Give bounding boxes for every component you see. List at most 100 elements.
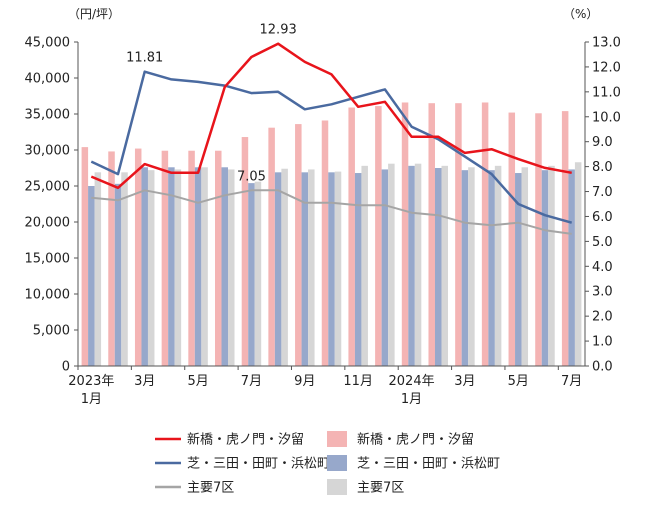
bar-s2-0	[94, 172, 102, 366]
right-tick-label: 2.0	[592, 310, 613, 325]
bar-s1-7	[274, 172, 282, 366]
bar-s0-11	[375, 106, 382, 366]
bar-s1-0	[88, 186, 95, 366]
x-tick-label: 2023年	[68, 374, 114, 389]
legend-swatch-bar	[327, 455, 347, 471]
bar-s1-13	[434, 168, 442, 366]
bar-s2-17	[548, 165, 555, 366]
legend-label: 芝・三田・田町・浜松町	[187, 456, 330, 472]
right-tick-label: 10.0	[592, 110, 621, 125]
legend-swatch-bar	[327, 431, 347, 447]
bar-s1-16	[515, 173, 522, 366]
bar-s2-3	[174, 169, 182, 366]
bar-s0-14	[455, 103, 462, 366]
bar-s0-16	[508, 112, 516, 366]
annotation-label-0: 11.81	[126, 51, 163, 66]
right-tick-label: 7.0	[592, 185, 613, 200]
bar-s2-18	[574, 162, 582, 366]
left-tick-label: 15,000	[25, 252, 71, 267]
left-tick-label: 10,000	[25, 288, 71, 303]
bar-s2-11	[388, 163, 395, 366]
bar-s0-3	[161, 150, 169, 366]
bar-s1-11	[381, 169, 389, 366]
right-axis-unit: （%）	[563, 7, 598, 21]
right-tick-label: 3.0	[592, 285, 613, 300]
bar-s2-6	[254, 181, 262, 366]
line-series-1	[90, 70, 573, 224]
right-tick-label: 9.0	[592, 135, 613, 150]
bar-s0-13	[428, 103, 435, 366]
bar-s1-3	[168, 167, 175, 366]
lines-layer	[90, 42, 573, 235]
legend: 新橋・虎ノ門・汐留 新橋・虎ノ門・汐留芝・三田・田町・浜松町 芝・三田・田町・浜松町…	[155, 431, 500, 496]
bar-s0-7	[268, 127, 275, 367]
left-tick-label: 20,000	[25, 216, 71, 231]
bar-s0-8	[295, 124, 302, 366]
x-tick-label: 11月	[343, 374, 373, 389]
bar-s1-12	[408, 165, 415, 366]
bar-s1-17	[541, 170, 549, 366]
bar-s0-2	[134, 148, 142, 366]
bar-s0-5	[215, 150, 222, 366]
bar-s0-9	[321, 120, 329, 366]
bar-s2-2	[147, 170, 155, 366]
x-tick-label: 3月	[134, 374, 155, 389]
legend-label: 主要7区	[187, 481, 234, 496]
right-tick-label: 1.0	[592, 335, 613, 350]
right-tick-label: 13.0	[592, 36, 621, 51]
line-series-2	[91, 189, 572, 235]
left-tick-label: 25,000	[25, 180, 71, 195]
bar-s0-17	[535, 113, 542, 366]
axes-layer: 0 5,000 10,000 15,000 20,000 25,000 30,000 35,0…	[25, 36, 621, 408]
annotation-label-2: 7.05	[237, 169, 266, 184]
bar-s2-4	[201, 167, 208, 366]
x-tick-label-line2: 1月	[401, 392, 422, 407]
left-tick-label: 35,000	[25, 108, 71, 123]
right-tick-label: 12.0	[592, 60, 621, 75]
right-tick-label: 0.0	[592, 360, 613, 375]
right-tick-label: 8.0	[592, 160, 613, 175]
x-tick-label: 5月	[187, 374, 208, 389]
bar-s1-18	[568, 169, 575, 366]
bar-s2-13	[441, 165, 448, 366]
bar-s1-8	[301, 172, 309, 366]
left-axis-unit: （円/坪）	[68, 7, 120, 21]
left-tick-label: 5,000	[33, 324, 70, 339]
bar-s1-2	[141, 167, 148, 366]
bar-s1-10	[354, 173, 362, 366]
bar-s0-18	[561, 111, 569, 367]
bar-s0-0	[81, 147, 89, 366]
right-tick-label: 6.0	[592, 210, 613, 225]
annotation-label-1: 12.93	[260, 23, 297, 38]
x-tick-label: 9月	[294, 374, 315, 389]
x-tick-label: 2024年	[389, 374, 435, 389]
bar-s1-4	[194, 167, 202, 366]
right-tick-label: 5.0	[592, 235, 613, 250]
bar-s1-1	[114, 183, 122, 366]
left-tick-label: 30,000	[25, 144, 71, 159]
left-tick-label: 0	[62, 360, 70, 375]
bars-layer	[81, 102, 582, 367]
line-series-0	[90, 42, 572, 190]
bar-s2-14	[468, 167, 475, 366]
bar-s1-6	[248, 183, 255, 366]
right-tick-label: 4.0	[592, 260, 613, 275]
legend-label: 新橋・虎ノ門・汐留	[187, 432, 304, 448]
legend-label: 芝・三田・田町・浜松町	[357, 456, 500, 472]
left-tick-label: 40,000	[25, 72, 71, 87]
legend-swatch-bar	[327, 479, 347, 495]
x-tick-label-line2: 1月	[81, 392, 102, 407]
bar-s2-16	[521, 167, 529, 366]
x-tick-label: 7月	[561, 374, 582, 389]
right-tick-label: 11.0	[592, 85, 621, 100]
bar-s0-10	[348, 107, 355, 367]
x-tick-label: 5月	[508, 374, 529, 389]
bar-s2-8	[308, 169, 315, 366]
annotations-layer: 11.81 12.93 7.05	[126, 23, 297, 185]
bar-s1-9	[328, 172, 335, 366]
bar-s2-9	[334, 171, 342, 366]
x-tick-label: 7月	[241, 374, 262, 389]
bar-s2-1	[121, 172, 128, 366]
bar-s2-7	[281, 168, 288, 366]
